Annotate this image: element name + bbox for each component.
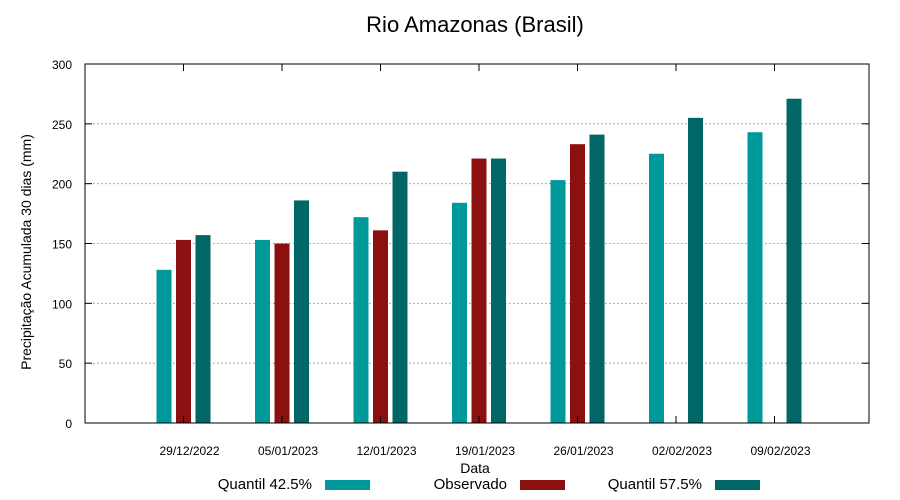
- x-tick-label: 29/12/2022: [159, 444, 219, 458]
- bar-series-1-0: [176, 239, 191, 423]
- bar-series-2-5: [688, 117, 703, 423]
- bar-series-2-6: [786, 98, 802, 423]
- y-tick-label: 100: [52, 297, 72, 311]
- bar-series-0-5: [649, 153, 664, 423]
- x-axis-label: Data: [460, 460, 490, 476]
- legend-swatch-2: [715, 480, 760, 490]
- bar-series-2-3: [491, 158, 506, 423]
- bar-series-2-4: [589, 134, 605, 423]
- legend-label-0: Quantil 42.5%: [218, 476, 312, 493]
- x-tick-label: 26/01/2023: [553, 444, 613, 458]
- legend-label-2: Quantil 57.5%: [608, 476, 702, 493]
- bar-series-0-3: [452, 202, 467, 423]
- bar-series-1-3: [471, 158, 487, 423]
- bars: [156, 98, 802, 423]
- bar-series-2-1: [294, 200, 309, 423]
- y-tick-label: 150: [52, 238, 72, 252]
- bar-series-2-2: [392, 171, 408, 423]
- legend-label-1: Observado: [434, 476, 507, 493]
- chart-title: Rio Amazonas (Brasil): [366, 12, 584, 37]
- x-tick-label: 12/01/2023: [356, 444, 416, 458]
- legend-swatch-0: [325, 480, 370, 490]
- y-tick-label: 50: [59, 357, 73, 371]
- bar-series-0-4: [550, 180, 566, 423]
- y-tick-label: 250: [52, 118, 72, 132]
- bar-series-0-6: [747, 132, 763, 423]
- bar-series-2-0: [195, 235, 211, 423]
- y-tick-label: 0: [65, 417, 72, 431]
- x-axis: 29/12/2022 05/01/2023 12/01/2023 19/01/2023…: [159, 64, 811, 458]
- y-tick-label: 200: [52, 178, 72, 192]
- bar-series-0-1: [255, 239, 270, 423]
- x-tick-label: 05/01/2023: [258, 444, 318, 458]
- x-tick-label: 02/02/2023: [652, 444, 712, 458]
- x-tick-label: 09/02/2023: [750, 444, 810, 458]
- y-axis-label: Precipitação Acumulada 30 dias (mm): [18, 134, 34, 370]
- bar-series-0-0: [156, 269, 172, 423]
- bar-series-1-4: [570, 144, 585, 423]
- y-axis: 0 50 100 150 200 250 300: [52, 58, 869, 431]
- bar-series-1-2: [373, 230, 388, 423]
- bar-series-0-2: [353, 217, 369, 423]
- bar-series-1-1: [274, 243, 290, 423]
- y-tick-label: 300: [52, 58, 72, 72]
- x-tick-label: 19/01/2023: [455, 444, 515, 458]
- legend-swatch-1: [520, 480, 565, 490]
- legend: Quantil 42.5% Observado Quantil 57.5%: [218, 476, 760, 493]
